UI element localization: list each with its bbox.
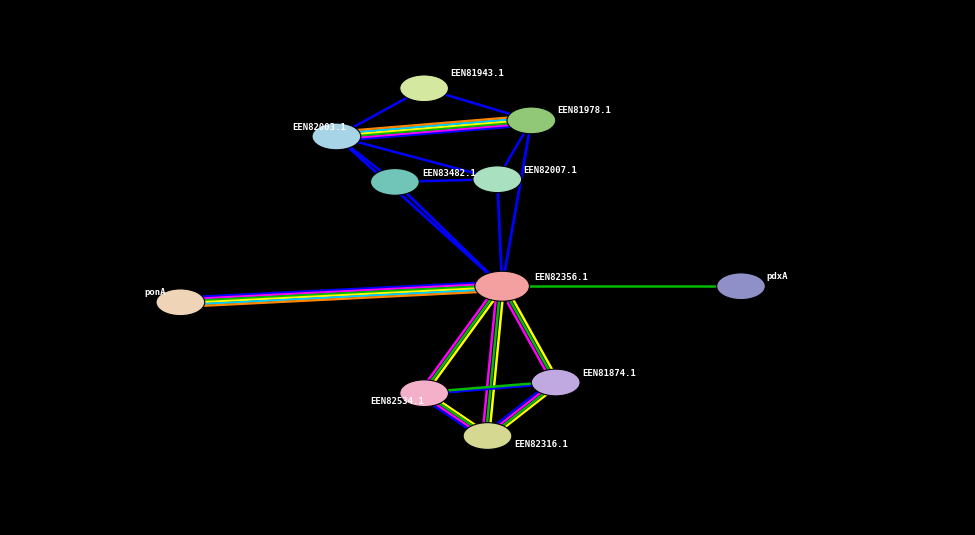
Text: EEN81874.1: EEN81874.1 [582, 369, 636, 378]
Text: EEN82356.1: EEN82356.1 [534, 273, 588, 282]
Text: EEN82007.1: EEN82007.1 [524, 166, 577, 175]
Circle shape [507, 107, 556, 134]
Circle shape [312, 123, 361, 150]
Text: pdxA: pdxA [766, 272, 788, 281]
Circle shape [370, 169, 419, 195]
Text: ponA: ponA [144, 288, 166, 297]
Text: EEN81943.1: EEN81943.1 [450, 70, 504, 78]
Circle shape [531, 369, 580, 396]
Circle shape [400, 380, 449, 407]
Circle shape [475, 271, 529, 301]
Text: EEN82003.1: EEN82003.1 [292, 123, 346, 132]
Circle shape [400, 75, 449, 102]
Circle shape [156, 289, 205, 316]
Text: EEN81978.1: EEN81978.1 [558, 106, 611, 115]
Text: EEN83482.1: EEN83482.1 [422, 169, 476, 178]
Text: EEN82534.1: EEN82534.1 [370, 397, 424, 406]
Circle shape [717, 273, 765, 300]
Text: EEN82316.1: EEN82316.1 [514, 440, 567, 448]
Circle shape [473, 166, 522, 193]
Circle shape [463, 423, 512, 449]
